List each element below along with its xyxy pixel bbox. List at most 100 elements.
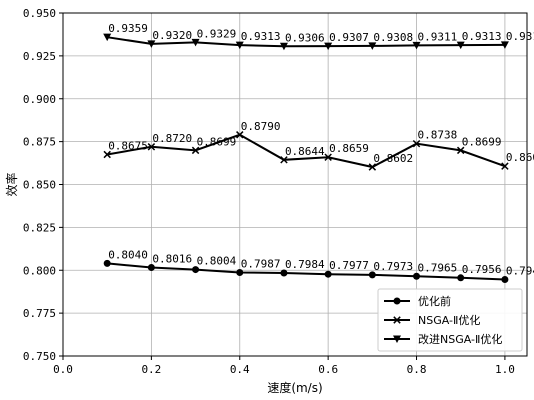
- series-1-point: [324, 153, 332, 161]
- series-1-data-label: 0.8699: [197, 135, 237, 148]
- y-tick-label: 0.750: [23, 350, 56, 363]
- x-marker-stroke: [456, 146, 465, 155]
- series-2-data-label: 0.9308: [373, 31, 413, 44]
- x-marker-stroke: [501, 162, 509, 170]
- series-1-point: [280, 156, 288, 164]
- series-0-data-label: 0.7956: [462, 263, 502, 276]
- x-marker-stroke: [147, 143, 156, 151]
- series-2-point: [324, 42, 333, 51]
- series-1-data-label: 0.8659: [329, 142, 369, 155]
- series-0-data-label: 0.7977: [329, 259, 369, 272]
- series-0-point: [368, 271, 376, 279]
- legend-box: [377, 288, 523, 352]
- series-1-point: [501, 162, 509, 170]
- series-2-point: [103, 33, 112, 42]
- series-0-data-label: 0.7946: [506, 265, 534, 278]
- series-0-data-label: 0.8016: [152, 253, 192, 266]
- series-0-point: [192, 266, 200, 274]
- series-0-data-label: 0.8004: [197, 255, 237, 268]
- series-2-data-label: 0.9313: [241, 30, 281, 43]
- x-tick-label: 1.0: [495, 363, 515, 376]
- series-line-2: [107, 36, 505, 48]
- series-0-data-label: 0.7965: [418, 261, 458, 274]
- y-tick-label: 0.925: [23, 50, 56, 63]
- legend-marker-1: [393, 316, 401, 324]
- axes: 0.0 0.2 0.4 0.6 0.8 1.0 0.750 0.775 0.800 0.825 0.…: [4, 7, 528, 395]
- y-tick-label: 0.875: [23, 136, 56, 149]
- series-2-data-label: 0.9313: [462, 30, 502, 43]
- series-group: [103, 33, 509, 284]
- x-tick-label: 0.2: [141, 363, 161, 376]
- series-line-1: [107, 133, 506, 169]
- legend-marker-0: [393, 297, 401, 305]
- series-2-point: [368, 42, 377, 50]
- series-0-point: [413, 272, 421, 280]
- series-0-point: [324, 270, 332, 278]
- y-axis-title: 效率: [4, 172, 19, 196]
- series-1-data-label: 0.8644: [285, 145, 325, 158]
- series-1-data-label: 0.8699: [462, 135, 502, 148]
- series-2-point: [412, 41, 421, 50]
- series-1-point: [236, 131, 244, 139]
- series-0-point: [501, 276, 509, 284]
- grid-lines: [62, 12, 527, 357]
- series-1-data-label: 0.8675: [108, 139, 148, 152]
- series-1-point: [103, 150, 111, 159]
- series-1-data-label: 0.8720: [152, 132, 192, 145]
- legend-label-0: 优化前: [418, 294, 451, 308]
- series-0-point: [457, 274, 465, 282]
- series-0-point: [280, 269, 288, 277]
- series-1-point: [456, 146, 465, 155]
- series-2-point: [500, 41, 509, 49]
- x-marker-stroke: [393, 316, 401, 324]
- series-0-data-label: 0.7987: [241, 257, 281, 270]
- x-marker-stroke: [191, 146, 200, 155]
- series-1-data-label: 0.8790: [241, 120, 281, 133]
- series-1-data-label: 0.8602: [373, 152, 413, 165]
- y-tick-label: 0.800: [23, 264, 56, 277]
- y-tick-label: 0.900: [23, 93, 56, 106]
- x-axis-title: 速度(m/s): [267, 380, 322, 395]
- series-2-point: [147, 40, 156, 48]
- legend-marker-2: [393, 335, 401, 343]
- series-0-data-label: 0.7984: [285, 258, 325, 271]
- series-line-0: [107, 262, 505, 281]
- data-labels: 0.8040 0.8016 0.8004 0.7987 0.7984 0.7977 0.79…: [108, 22, 534, 277]
- x-marker-stroke: [412, 139, 421, 148]
- series-2-data-label: 0.9307: [329, 31, 369, 44]
- series-2-data-label: 0.9314: [506, 30, 534, 43]
- series-2-data-label: 0.9306: [285, 31, 325, 44]
- y-tick-label: 0.850: [23, 179, 56, 192]
- y-tick-label: 0.775: [23, 307, 56, 320]
- x-marker-stroke: [280, 156, 288, 164]
- series-2-point: [191, 38, 200, 47]
- series-2-point: [456, 41, 465, 50]
- series-1-point: [412, 139, 421, 148]
- series-1-data-label: 0.8738: [418, 129, 458, 142]
- series-0-data-label: 0.7973: [373, 260, 413, 273]
- x-tick-label: 0.0: [53, 363, 73, 376]
- x-marker-stroke: [324, 153, 332, 161]
- x-tick-label: 0.8: [407, 363, 427, 376]
- x-marker-stroke: [103, 150, 111, 159]
- x-tick-label: 0.6: [318, 363, 338, 376]
- series-2-data-label: 0.9311: [418, 30, 458, 43]
- legend-label-2: 改进NSGA-Ⅱ优化: [418, 332, 502, 346]
- y-tick-label: 0.950: [23, 7, 56, 20]
- series-1-point: [368, 163, 377, 171]
- series-2-point: [279, 42, 288, 51]
- series-2-point: [235, 41, 244, 50]
- x-marker-stroke: [236, 131, 244, 139]
- series-0-data-label: 0.8040: [108, 248, 148, 261]
- series-0-point: [103, 259, 111, 267]
- series-2-data-label: 0.9320: [152, 29, 192, 42]
- series-0-point: [147, 264, 155, 272]
- series-1-point: [191, 146, 200, 155]
- x-tick-label: 0.4: [230, 363, 250, 376]
- legend-label-1: NSGA-Ⅱ优化: [418, 313, 480, 327]
- series-0-point: [236, 268, 244, 276]
- y-tick-label: 0.825: [23, 221, 56, 234]
- x-marker-stroke: [368, 163, 377, 171]
